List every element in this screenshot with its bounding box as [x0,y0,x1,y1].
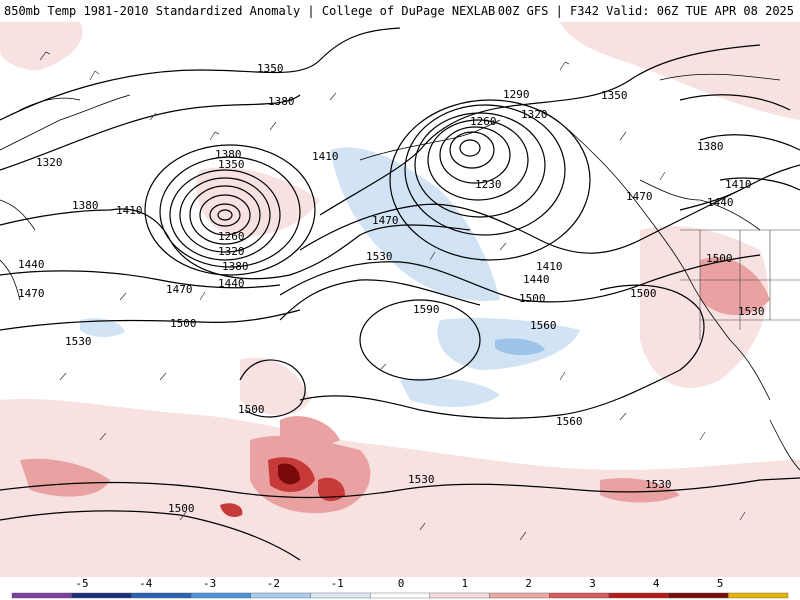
contour-label: 1440 [18,258,45,271]
contour-label: 1500 [706,252,733,265]
contour-label: 1380 [222,260,249,273]
contour-label: 1350 [601,89,628,102]
geopotential-height-contours [0,27,800,561]
colorbar-tick-label: -4 [139,577,153,590]
colorbar-swatch [310,592,371,599]
contour-label: 1410 [312,150,339,163]
contour-label: 1470 [626,190,653,203]
contour-label: 1380 [697,140,724,153]
contour-label: 1410 [116,204,143,217]
contour-label: 1380 [215,148,242,161]
colorbar-tick-label: -5 [75,577,88,590]
state-borders [680,229,800,340]
colorbar-swatch [489,592,550,599]
contour-label: 1560 [530,319,557,332]
colorbar-tick-labels: -5 -4 -3 -2 -1 0 1 2 3 4 5 [75,577,723,590]
header: 850mb Temp 1981-2010 Standardized Anomal… [0,0,800,22]
colorbar-swatch [549,592,610,599]
colorbar-tick-label: 3 [589,577,596,590]
colorbar-swatch [728,592,789,599]
colorbar-tick-label: -1 [331,577,344,590]
contour-label: 1380 [72,199,99,212]
colorbar-tick-label: 2 [525,577,532,590]
contour-label: 1320 [218,245,245,258]
contour-label: 1560 [556,415,583,428]
contour-label: 1320 [36,156,63,169]
wind-barbs [39,51,746,541]
colorbar-swatch [131,592,192,599]
contour-label: 1230 [475,178,502,191]
contour-label: 1260 [218,230,245,243]
colorbar-swatch [250,592,311,599]
colorbar: -5 -4 -3 -2 -1 0 1 2 3 4 5 [0,577,800,600]
colorbar-swatch [668,592,729,599]
contour-label: 1530 [65,335,92,348]
colorbar-tick-label: 1 [461,577,468,590]
map-title: 850mb Temp 1981-2010 Standardized Anomal… [4,4,496,18]
contour-label: 1500 [168,502,195,515]
cool-anomaly-shading [80,147,580,407]
extreme-warm-anomaly [278,463,300,485]
contour-label: 1410 [725,178,752,191]
contour-label: 1530 [408,473,435,486]
contour-label: 1260 [470,115,497,128]
colorbar-tick-label: 5 [717,577,724,590]
contour-label: 1380 [268,95,295,108]
contour-label: 1410 [536,260,563,273]
contour-label: 1470 [372,214,399,227]
contour-label: 1500 [630,287,657,300]
contour-label: 1350 [218,158,245,171]
weather-map: 1350 1380 1320 1380 1410 1380 1350 1260 … [0,22,800,577]
colorbar-tick-label: -3 [203,577,216,590]
contour-label: 1500 [170,317,197,330]
contour-label: 1350 [257,62,284,75]
contour-labels: 1350 1380 1320 1380 1410 1380 1350 1260 … [18,62,765,515]
model-run-label: 00Z GFS | F342 Valid: 06Z TUE APR 08 202… [497,4,794,18]
contour-label: 1530 [645,478,672,491]
contour-label: 1440 [523,273,550,286]
contour-label: 1470 [166,283,193,296]
colorbar-swatch [11,592,72,599]
contour-label: 1320 [521,108,548,121]
colorbar-swatch [190,592,251,599]
contour-label: 1290 [503,88,530,101]
colorbar-tick-label: 4 [653,577,660,590]
colorbar-swatch [71,592,132,599]
contour-label: 1530 [738,305,765,318]
contour-label: 1590 [413,303,440,316]
contour-label: 1500 [519,292,546,305]
colorbar-tick-label: 0 [398,577,405,590]
contour-label: 1440 [707,196,734,209]
contour-label: 1530 [366,250,393,263]
colorbar-swatch [429,592,490,599]
moderate-cool-anomaly [495,338,545,356]
contour-label: 1500 [238,403,265,416]
colorbar-swatches [11,592,789,599]
colorbar-swatch [608,592,669,599]
colorbar-tick-label: -2 [267,577,280,590]
contour-label: 1440 [218,277,245,290]
colorbar-swatch [369,592,431,599]
coastlines [0,73,800,471]
contour-label: 1470 [18,287,45,300]
